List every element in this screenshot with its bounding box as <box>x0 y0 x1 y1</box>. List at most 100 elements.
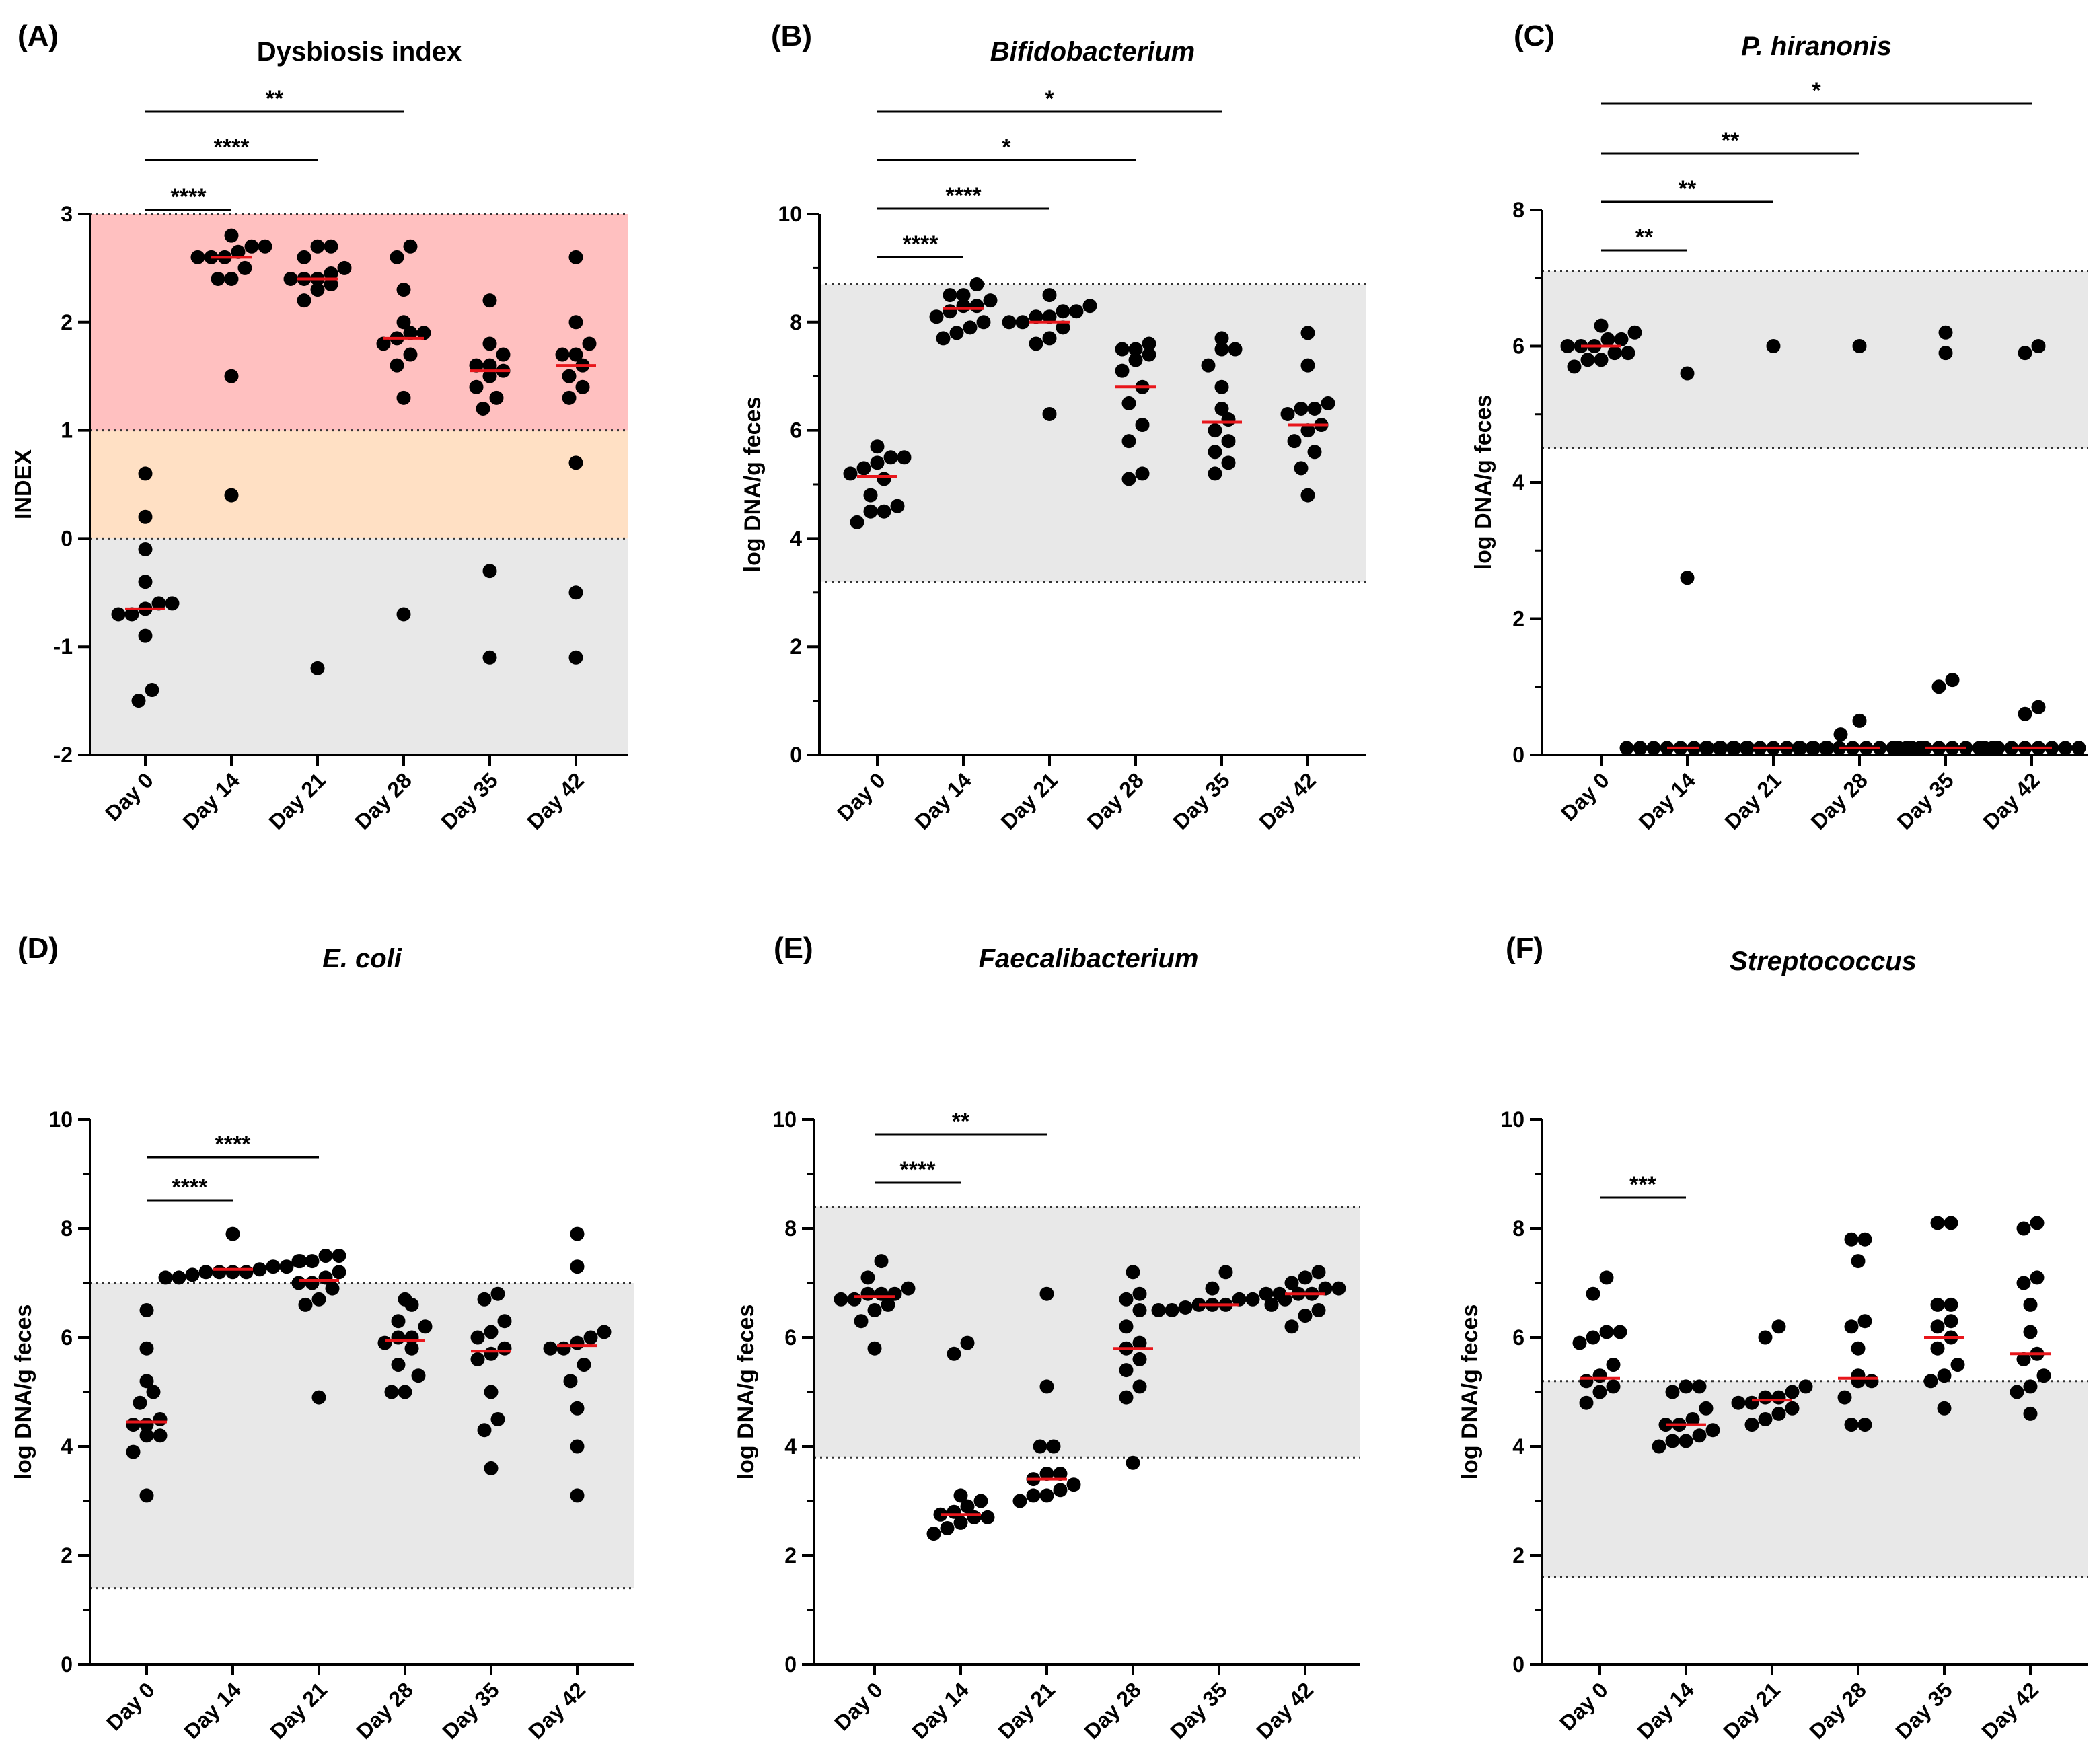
data-point <box>1307 401 1322 416</box>
y-tick-label: 10 <box>1500 1107 1524 1132</box>
data-point <box>1298 1270 1313 1285</box>
y-tick-label: 6 <box>784 1325 797 1350</box>
x-tick-label: Day 28 <box>1806 768 1872 834</box>
data-point <box>926 1527 941 1541</box>
data-point <box>563 1374 578 1389</box>
x-tick-label: Day 35 <box>438 1677 504 1743</box>
x-tick-label: Day 35 <box>437 768 503 834</box>
y-tick-label: 8 <box>1512 1216 1524 1241</box>
x-tick-label: Day 21 <box>994 1677 1060 1743</box>
data-point <box>543 1341 558 1356</box>
data-point <box>1039 1379 1054 1394</box>
data-point <box>138 628 153 643</box>
data-point <box>1300 326 1315 340</box>
data-point <box>496 347 511 362</box>
data-point <box>1665 1385 1680 1399</box>
data-point <box>231 244 246 259</box>
panel-letter: (D) <box>17 932 59 965</box>
significance-label: **** <box>215 1132 252 1157</box>
data-point <box>1619 741 1634 756</box>
data-point <box>568 585 583 600</box>
data-point <box>874 1286 889 1301</box>
data-point <box>1026 1488 1041 1503</box>
data-point <box>834 1292 848 1307</box>
data-point <box>1606 1358 1621 1372</box>
significance-label: ** <box>1635 225 1654 250</box>
data-point <box>1692 1379 1707 1394</box>
data-point <box>396 283 411 297</box>
data-point <box>1321 396 1335 410</box>
data-point <box>403 326 418 340</box>
data-point <box>1205 1281 1220 1296</box>
data-point <box>131 694 146 708</box>
data-point <box>1945 673 1960 688</box>
data-point <box>1851 1368 1866 1383</box>
data-point <box>860 1286 875 1301</box>
data-point <box>1594 353 1609 367</box>
data-point <box>570 1401 585 1416</box>
data-point <box>139 1303 154 1317</box>
y-tick-label: 2 <box>784 1543 797 1568</box>
data-point <box>1705 1423 1720 1438</box>
data-point <box>2036 1368 2051 1383</box>
data-point <box>1284 1276 1299 1290</box>
data-point <box>983 293 998 308</box>
data-point <box>332 1249 346 1263</box>
data-point <box>1930 1297 1945 1312</box>
data-point <box>1771 1406 1786 1421</box>
data-point <box>890 499 905 513</box>
data-point <box>2018 346 2032 361</box>
data-point <box>224 369 239 383</box>
data-point <box>377 1335 392 1350</box>
panel-b: 0 2 4 6 8 10 Day 0 Day 14 Day 21 Day 28 Day 35 Day … <box>740 20 1366 834</box>
data-point <box>963 320 978 335</box>
data-point <box>969 299 984 314</box>
data-point <box>158 1270 173 1285</box>
data-point <box>1119 1363 1134 1378</box>
data-point <box>297 293 311 308</box>
y-axis-label: log DNA/g feces <box>740 397 766 573</box>
data-point <box>1228 342 1243 357</box>
panel-letter: (B) <box>771 20 812 52</box>
data-point <box>1042 331 1057 346</box>
data-point <box>1851 1254 1866 1269</box>
data-point <box>1937 1401 1952 1416</box>
x-tick-label: Day 0 <box>100 768 158 825</box>
y-tick-label: 0 <box>790 743 802 767</box>
data-point <box>1135 466 1150 481</box>
significance-label: ** <box>952 1109 970 1134</box>
data-point <box>1294 401 1309 416</box>
data-point <box>1580 353 1595 367</box>
significance-label: * <box>1002 135 1011 160</box>
data-point <box>490 1286 505 1301</box>
data-point <box>1208 466 1222 481</box>
x-tick-label: Day 42 <box>523 768 589 834</box>
data-point <box>1214 379 1229 394</box>
data-point <box>1857 1232 1872 1247</box>
data-point <box>562 369 577 383</box>
data-point <box>1606 1379 1621 1394</box>
y-tick-label: 0 <box>784 1652 797 1677</box>
panel-a: -2 -1 0 1 2 3 Day 0 Day 14 Day 21 Day 28 Day 35 Day… <box>11 20 628 834</box>
data-point <box>138 542 153 556</box>
data-point <box>482 358 497 373</box>
data-point <box>847 1292 862 1307</box>
data-point <box>1572 1335 1587 1350</box>
data-point <box>1852 713 1867 728</box>
y-tick-label: 4 <box>1512 1434 1524 1459</box>
data-point <box>291 1254 306 1269</box>
panel-f: 0 2 4 6 8 10 Day 0 Day 14 Day 21 Day 28 Day 35 Day … <box>1457 932 2088 1744</box>
panel-title: Faecalibacterium <box>979 944 1199 973</box>
y-tick-label: 8 <box>1512 198 1524 222</box>
data-point <box>860 1270 875 1285</box>
x-tick-label: Day 21 <box>266 1677 332 1743</box>
data-point <box>476 401 490 416</box>
data-point <box>1165 1303 1179 1317</box>
data-point <box>384 1385 399 1399</box>
data-point <box>897 450 912 465</box>
x-tick-label: Day 42 <box>1252 1677 1318 1743</box>
significance-label: ** <box>266 86 284 112</box>
data-point <box>1300 488 1315 503</box>
data-point <box>324 266 338 281</box>
data-point <box>484 1346 499 1361</box>
